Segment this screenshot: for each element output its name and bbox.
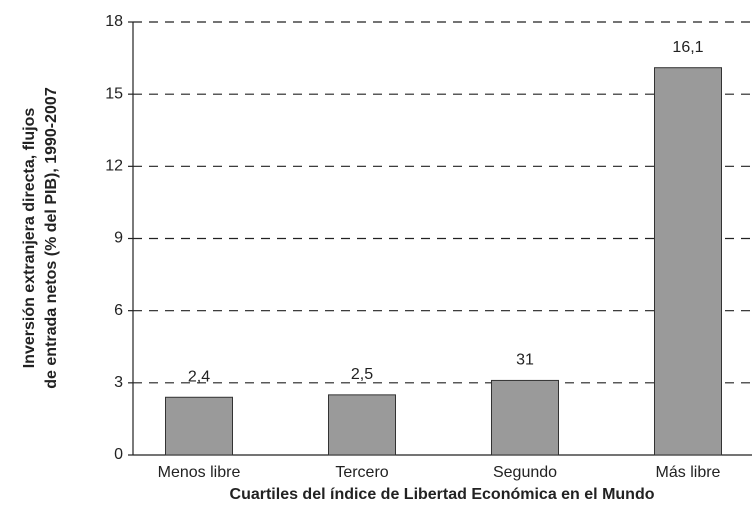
y-tick-label: 6: [114, 302, 123, 319]
x-axis-title: Cuartiles del índice de Libertad Económi…: [230, 486, 655, 503]
x-tick-label: Segundo: [493, 464, 557, 481]
value-label: 31: [516, 352, 534, 369]
bar: [328, 394, 396, 456]
x-tick-label: Más libre: [656, 464, 721, 481]
bar: [165, 396, 233, 456]
y-axis-title: Inversión extranjera directa, flujos: [21, 108, 38, 369]
y-tick-label: 3: [114, 374, 123, 391]
bar: [654, 67, 722, 456]
y-tick-label: 0: [114, 446, 123, 463]
y-axis-title: de entrada netos (% del PIB), 1990-2007: [43, 87, 60, 389]
y-tick-label: 15: [105, 85, 123, 102]
x-tick-label: Menos libre: [158, 464, 241, 481]
value-label: 2,4: [188, 368, 210, 385]
y-tick-label: 18: [105, 13, 123, 30]
value-label: 2,5: [351, 366, 373, 383]
y-tick-label: 9: [114, 230, 123, 247]
value-label: 16,1: [672, 39, 703, 56]
x-tick-label: Tercero: [335, 464, 388, 481]
y-tick-label: 12: [105, 158, 123, 175]
bar: [491, 379, 559, 456]
